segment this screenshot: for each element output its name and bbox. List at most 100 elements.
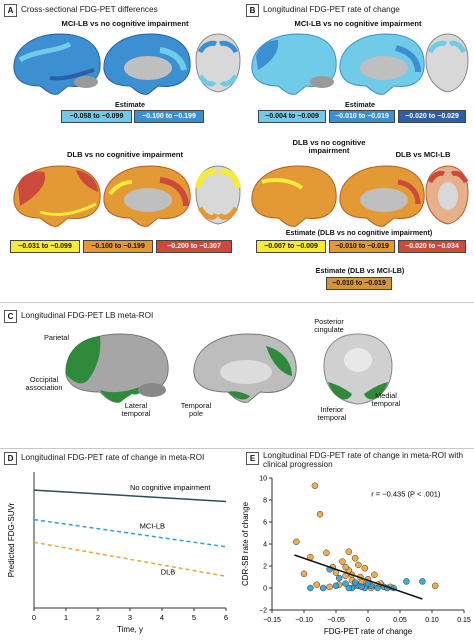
scatter-point-dlb (313, 581, 321, 588)
panel-e-title: Longitudinal FDG-PET rate of change in m… (263, 451, 464, 469)
scatter-point-mci-lb (403, 578, 410, 585)
panel-b-header: B Longitudinal FDG-PET rate of change (246, 4, 400, 17)
panel-b-subtitle-dlb-mci: DLB vs MCI-LB (395, 150, 451, 159)
scatter-point-dlb (311, 482, 319, 489)
scatter-point-mci-lb (332, 582, 340, 590)
y-axis-label: Predicted FDG-SUVr (7, 502, 16, 577)
panel-c-header: C Longitudinal FDG-PET LB meta-ROI (4, 310, 153, 323)
label-temporal-pole: Temporal pole (180, 401, 212, 419)
divider-de (0, 448, 474, 449)
scatter-point-dlb (342, 563, 349, 571)
x-tick-label: −0.05 (327, 617, 345, 624)
scatter-point-dlb (293, 538, 300, 546)
label-parietal: Parietal (44, 333, 70, 342)
label-occipital: Occipital association (25, 375, 63, 393)
y-tick-label: 4 (263, 542, 267, 549)
panel-e-badge: E (246, 452, 259, 465)
scatter-point-dlb (326, 583, 333, 591)
legend-box-b2-orange: −0.010 to −0.019 (329, 240, 395, 253)
scatter-point-mci-lb (335, 574, 343, 582)
divider-c (0, 302, 474, 303)
panel-a-header: A Cross-sectional FDG-PET differences (4, 4, 158, 17)
label-medial-temporal: Medial temporal (371, 391, 401, 409)
scatter-point-dlb (431, 582, 439, 590)
scatter-point-mci-lb (358, 583, 365, 591)
x-tick-label: 0 (366, 617, 370, 624)
legend-box-b2-red: −0.020 to −0.034 (398, 240, 466, 253)
x-tick-label: 0.15 (457, 617, 471, 624)
x-tick-label: 5 (192, 613, 196, 622)
scatter-point-mci-lb (307, 584, 314, 592)
scatter-point-mci-lb (345, 584, 353, 592)
panel-b-brains-mci (251, 33, 469, 95)
panel-a-title: Cross-sectional FDG-PET differences (21, 5, 158, 15)
panel-a-subtitle-dlb: DLB vs no cognitive impairment (66, 150, 184, 159)
panel-d-badge: D (4, 452, 17, 465)
brain-coronal-view (195, 165, 241, 225)
legend-box-a2-orange: −0.100 to −0.199 (83, 240, 153, 253)
scatter-point-dlb (371, 571, 378, 579)
legend-box-b1-light: −0.004 to −0.009 (258, 110, 326, 123)
y-tick-label: 0 (263, 586, 267, 593)
panel-b-brains-dlb (251, 165, 469, 227)
y-tick-label: −2 (259, 608, 267, 615)
brain-medial-view (339, 33, 425, 95)
legend-box-b3: −0.010 to −0.019 (326, 277, 392, 290)
meta-roi-medial-brain (193, 333, 297, 403)
legend-box-a1-dark: −0.100 to −0.199 (134, 110, 204, 123)
panel-a-badge: A (4, 4, 17, 17)
y-axis-label: CDR-SB rate of change (241, 501, 250, 586)
brain-lateral-view (251, 33, 337, 95)
legend-box-a2-red: −0.200 to −0.307 (156, 240, 232, 253)
y-tick-label: 2 (263, 564, 267, 571)
panel-d-title: Longitudinal FDG-PET rate of change in m… (21, 453, 205, 463)
panel-b-subtitle-mci: MCI-LB vs no cognitive impairment (294, 19, 422, 28)
scatter-point-dlb (345, 548, 353, 555)
regression-line (294, 554, 423, 600)
x-tick-label: 0.05 (393, 617, 407, 624)
series-label-0: No cognitive impairment (130, 483, 211, 492)
brain-lateral-view (13, 33, 101, 95)
series-line-0 (33, 489, 227, 503)
brain-coronal-view (425, 165, 469, 225)
x-tick-label: 2 (96, 613, 100, 622)
x-tick-label: 3 (128, 613, 132, 622)
chart-d: 0 1 2 3 4 5 6 Time, y Predicted FDG-SUVr No cogni… (7, 472, 228, 634)
series-label-2: DLB (161, 568, 176, 577)
y-tick-label: 10 (259, 476, 267, 483)
scatter-point-dlb (316, 511, 324, 518)
x-tick-label: 0.10 (425, 617, 439, 624)
scatter-point-mci-lb (351, 579, 359, 586)
x-axis-label: Time, y (117, 625, 143, 634)
panel-c-badge: C (4, 310, 17, 323)
label-posterior-cingulate: Posterior cingulate (314, 317, 344, 335)
y-tick-label: 6 (263, 520, 267, 527)
label-inferior-temporal: Inferior temporal (317, 405, 347, 423)
meta-roi-coronal-brain (323, 333, 393, 405)
meta-roi-lateral-brain (65, 333, 169, 403)
scatter-point-mci-lb (374, 584, 381, 592)
brain-lateral-view (13, 165, 101, 227)
scatter-point-mci-lb (419, 578, 426, 585)
legend-box-b2-yellow: −0.007 to −0.009 (256, 240, 326, 253)
panel-a-subtitle-mci: MCI-LB vs no cognitive impairment (61, 19, 189, 28)
scatter-point-mci-lb (319, 584, 327, 592)
scatter-point-dlb (351, 555, 359, 562)
brain-coronal-view (195, 33, 241, 93)
panel-a-brains-dlb (13, 165, 241, 227)
panel-c-title: Longitudinal FDG-PET LB meta-ROI (21, 311, 154, 321)
label-lateral-temporal: Lateral temporal (121, 401, 151, 419)
scatter-point-dlb (355, 561, 362, 569)
y-tick-label: 8 (263, 498, 267, 505)
panel-b-badge: B (246, 4, 259, 17)
brain-medial-view (103, 165, 191, 227)
legend-box-a2-yellow: −0.031 to −0.099 (10, 240, 80, 253)
x-tick-label: −0.10 (295, 617, 313, 624)
brain-medial-view (339, 165, 425, 227)
x-tick-label: 6 (224, 613, 228, 622)
x-axis-label: FDG-PET rate of change (324, 627, 413, 636)
scatter-point-dlb (300, 570, 308, 577)
panel-b-estimate-label: Estimate (345, 100, 375, 109)
panel-b-title: Longitudinal FDG-PET rate of change (263, 5, 400, 15)
x-tick-label: 4 (160, 613, 164, 622)
